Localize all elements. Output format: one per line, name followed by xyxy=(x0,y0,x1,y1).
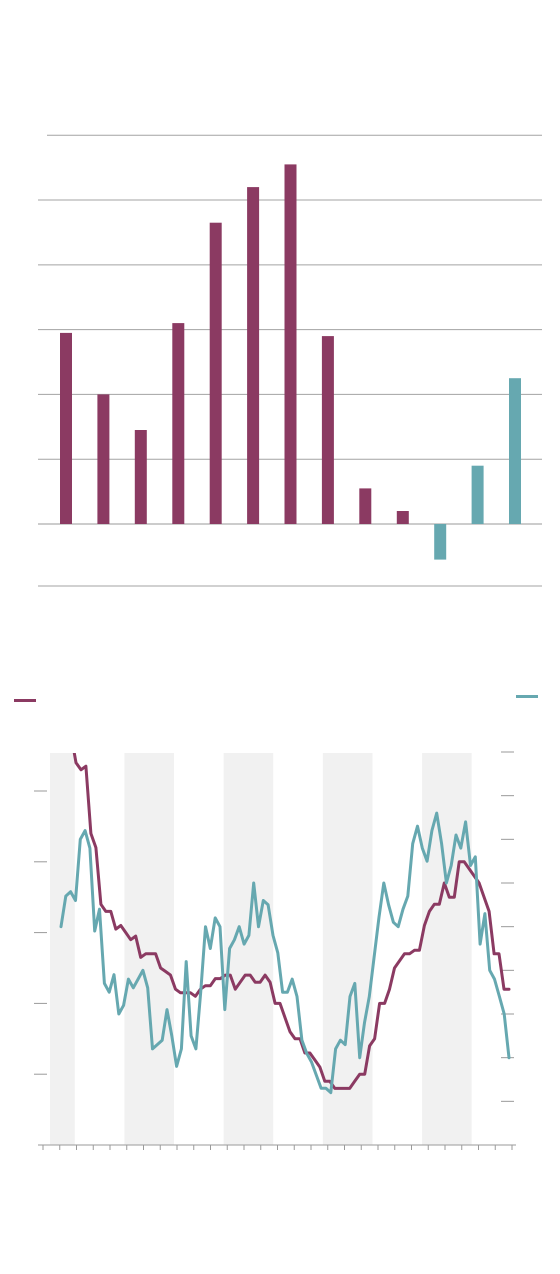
bar-9 xyxy=(359,488,372,524)
bar-11 xyxy=(434,524,447,560)
shaded-band-0 xyxy=(50,753,75,1145)
bar-4 xyxy=(172,323,185,524)
shaded-band-4 xyxy=(422,753,472,1145)
bar-1 xyxy=(60,332,72,524)
bar-chart xyxy=(38,134,542,587)
bar-5 xyxy=(209,222,222,524)
legend-swatch-teal xyxy=(516,695,538,698)
bar-3 xyxy=(134,430,147,524)
bar-12 xyxy=(471,465,484,524)
series-line-maroon xyxy=(72,753,511,1090)
bar-7 xyxy=(284,164,297,524)
shaded-band-1 xyxy=(124,753,175,1145)
bar-10 xyxy=(396,511,409,524)
shaded-band-2 xyxy=(223,753,274,1145)
legend-swatch-maroon xyxy=(14,699,36,702)
bar-2 xyxy=(97,394,110,524)
bar-6 xyxy=(247,187,260,524)
bar-13 xyxy=(509,378,521,524)
series-line-teal xyxy=(59,811,511,1095)
bar-8 xyxy=(321,336,334,524)
line-chart xyxy=(14,695,538,1150)
